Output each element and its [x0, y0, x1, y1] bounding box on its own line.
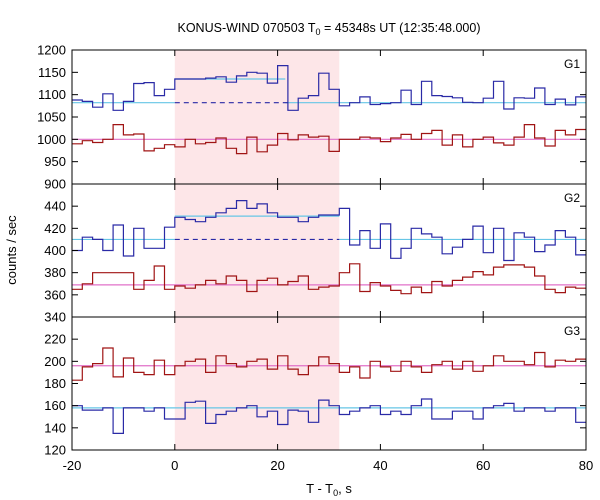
x-tick-label: 60 [476, 458, 490, 473]
panel-g2: G2 340 360 380 400 420 440 [44, 183, 587, 325]
plot-area: G190095010001050110011501200G23403603804… [37, 43, 593, 474]
x-tick-label: 80 [579, 458, 593, 473]
series-upper-line [72, 65, 586, 111]
y-axis-label: counts / sec [4, 215, 19, 285]
y-tick-label: 360 [44, 287, 66, 302]
shaded-interval [174, 50, 340, 184]
y-tick-label: 440 [44, 199, 66, 214]
x-tick-label: 0 [171, 458, 178, 473]
y-tick-label: 160 [44, 398, 66, 413]
y-tick-label: 120 [44, 443, 66, 458]
x-tick-label: 40 [373, 458, 387, 473]
series-upper-line [72, 398, 586, 434]
y-tick-label: 1200 [37, 43, 66, 58]
y-tick-label: 340 [44, 310, 66, 325]
panel-g1: G1 900 950 1000 1050 1100 1150 1200 [37, 43, 587, 192]
y-tick-label: 1050 [37, 110, 66, 125]
x-tick-label: 20 [270, 458, 284, 473]
chart-title: KONUS-WIND 070503 T0 = 45348s UT (12:35:… [178, 21, 481, 37]
y-tick-label: 220 [44, 332, 66, 347]
y-tick-label: 950 [44, 154, 66, 169]
panel-g3: G3 120 140 160 180 200 220 [44, 316, 587, 458]
y-tick-label: 900 [44, 177, 66, 192]
y-tick-label: 200 [44, 354, 66, 369]
series-lower-line [72, 263, 586, 295]
y-tick-label: 1100 [38, 87, 66, 102]
y-tick-label: 1150 [38, 65, 66, 80]
panel-label: G2 [564, 191, 580, 205]
y-tick-label: 380 [44, 265, 66, 280]
series-upper-line [72, 200, 586, 262]
y-tick-label: 420 [44, 221, 66, 236]
y-tick-label: 1000 [37, 132, 66, 147]
panel-label: G1 [564, 57, 580, 71]
series-lower-line [72, 124, 586, 155]
series-lower-line [72, 347, 586, 381]
y-tick-label: 180 [44, 376, 66, 391]
y-tick-label: 140 [44, 420, 66, 435]
shaded-interval [174, 317, 340, 450]
x-tick-label: -20 [63, 458, 82, 473]
panel-label: G3 [564, 324, 580, 338]
x-axis-label: T - T0, s [306, 481, 352, 498]
y-tick-label: 400 [44, 243, 66, 258]
